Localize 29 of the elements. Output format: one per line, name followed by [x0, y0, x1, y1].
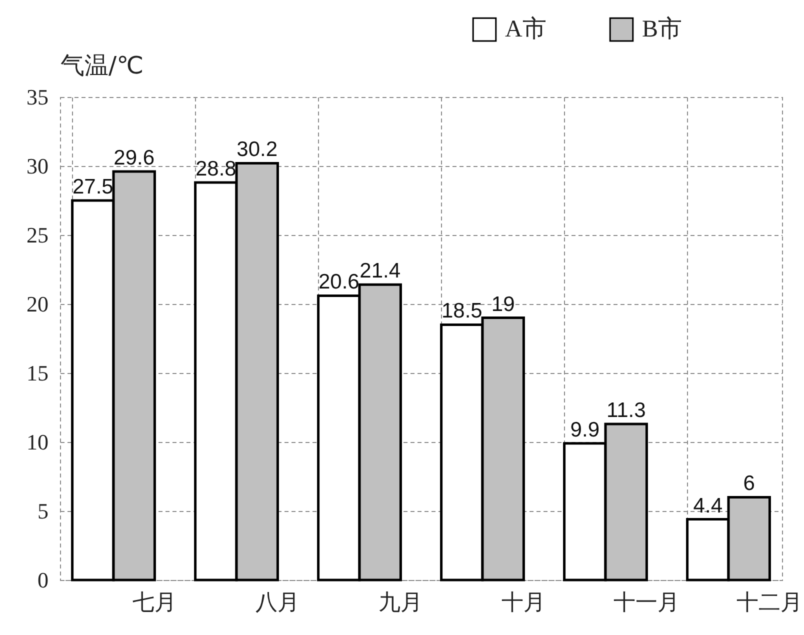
y-axis-title: 气温/℃: [60, 52, 144, 80]
data-label: 11.3: [606, 399, 646, 422]
y-tick-label: 30: [26, 154, 48, 178]
legend-label: A市: [505, 16, 546, 43]
data-label: 19: [491, 292, 515, 316]
data-label: 29.6: [114, 146, 155, 170]
y-tick-label: 5: [38, 498, 48, 524]
x-tick-label: 七月: [132, 590, 177, 616]
data-label: 21.4: [360, 260, 401, 283]
y-tick-label: 35: [26, 84, 48, 110]
legend-label: B市: [642, 16, 682, 43]
data-label: 9.9: [570, 418, 600, 442]
data-label: 20.6: [318, 270, 360, 294]
data-label: 27.5: [72, 176, 114, 198]
data-label: 4.4: [693, 494, 723, 518]
y-tick-label: 0: [38, 568, 48, 592]
data-label: 28.8: [195, 158, 236, 181]
y-tick-label: 10: [26, 430, 48, 454]
x-tick-label: 十月: [502, 590, 546, 616]
x-tick-label: 九月: [378, 590, 423, 616]
y-tick-label: 15: [26, 360, 48, 386]
x-tick-label: 十一月: [614, 590, 680, 616]
y-tick-label: 20: [26, 292, 48, 316]
x-tick-label: 八月: [256, 590, 300, 616]
data-label: 18.5: [441, 300, 482, 323]
data-label: 6: [743, 472, 755, 496]
x-tick-label: 十二月: [736, 590, 803, 616]
y-tick-label: 25: [26, 222, 48, 248]
data-label: 30.2: [236, 138, 278, 162]
